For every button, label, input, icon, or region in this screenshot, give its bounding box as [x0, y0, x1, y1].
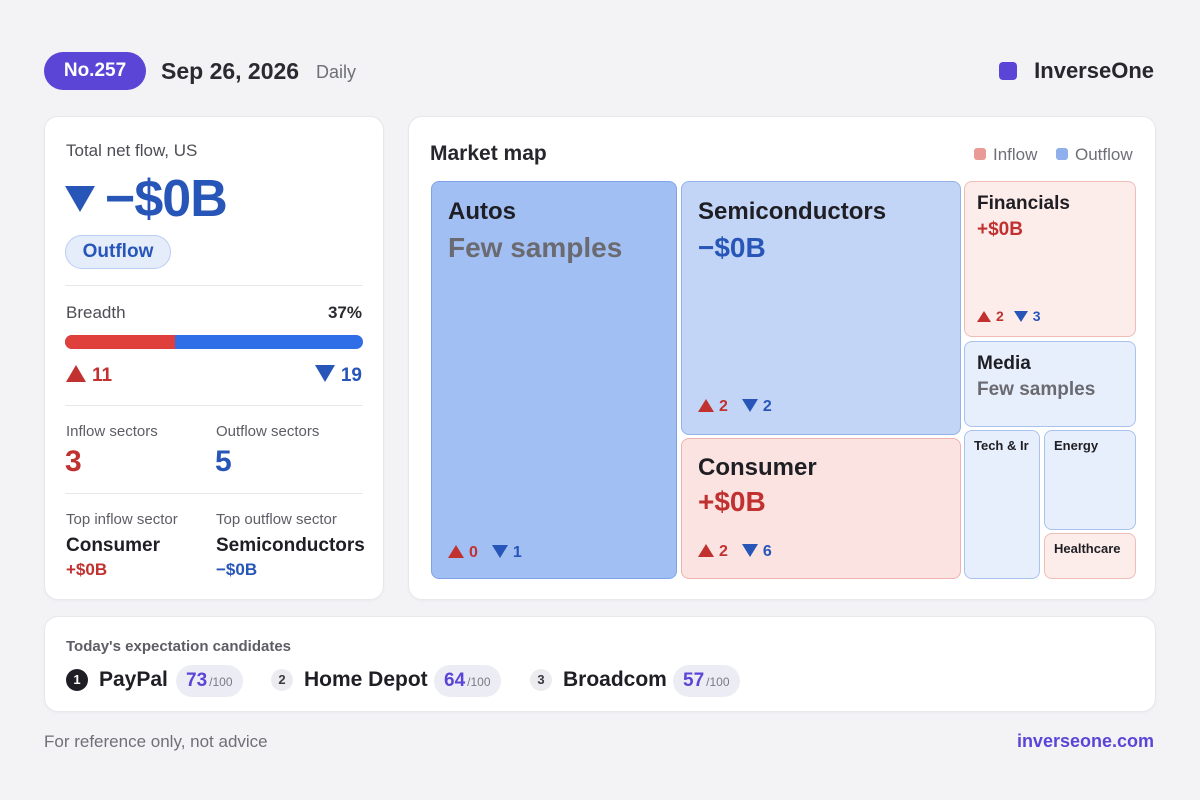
- top-inflow-sector: Consumer: [66, 535, 160, 556]
- candidate-score: 57/100: [673, 665, 740, 697]
- divider: [65, 493, 363, 494]
- candidate-item[interactable]: 3 Broadcom 57/100: [530, 665, 750, 697]
- tile-energy[interactable]: Energy: [1044, 430, 1136, 530]
- candidate-name: Broadcom: [563, 668, 667, 691]
- header: No.257 Sep 26, 2026 Daily InverseOne: [44, 52, 1154, 90]
- disclaimer: For reference only, not advice: [44, 732, 268, 751]
- tile-name: Autos: [448, 198, 516, 225]
- up-triangle-icon: [698, 544, 714, 557]
- tile-name: Tech & Ir: [974, 438, 1029, 453]
- tile-value: Few samples: [448, 232, 623, 263]
- inflow-sectors-count: 3: [65, 445, 82, 478]
- tile-name: Semiconductors: [698, 198, 887, 225]
- down-triangle-icon: [1013, 311, 1028, 322]
- up-triangle-icon: [448, 545, 464, 558]
- net-flow-label: Total net flow, US: [66, 141, 198, 160]
- legend-outflow: Outflow: [1056, 145, 1133, 165]
- up-triangle-icon: [698, 399, 714, 412]
- market-map-card: Market map Inflow Outflow Autos Few samp…: [408, 116, 1156, 600]
- tile-name: Media: [977, 353, 1031, 374]
- advancers-count: 11: [66, 365, 112, 387]
- legend-swatch-inflow: [974, 148, 986, 160]
- tile-tech[interactable]: Tech & Ir: [964, 430, 1040, 579]
- rank-badge: 2: [271, 669, 293, 691]
- top-outflow-value: −$0B: [216, 560, 258, 579]
- divider: [65, 285, 363, 286]
- direction-badge: Outflow: [65, 235, 171, 269]
- tile-name: Financials: [977, 193, 1070, 214]
- tile-name: Energy: [1054, 438, 1099, 453]
- divider: [65, 405, 363, 406]
- decliners-count: 19: [314, 365, 362, 387]
- candidate-score: 64/100: [434, 665, 501, 697]
- tile-healthcare[interactable]: Healthcare: [1044, 533, 1136, 579]
- down-triangle-icon: [314, 365, 335, 382]
- net-flow-value: −$0B: [65, 169, 228, 229]
- tile-name: Healthcare: [1054, 541, 1121, 556]
- rank-badge: 1: [66, 669, 88, 691]
- top-inflow-value: +$0B: [66, 560, 108, 579]
- report-date: Sep 26, 2026: [161, 58, 300, 84]
- top-outflow-sector: Semiconductors: [216, 535, 365, 556]
- down-triangle-icon: [741, 544, 758, 557]
- legend-inflow: Inflow: [974, 145, 1037, 165]
- legend-swatch-outflow: [1056, 148, 1068, 160]
- candidate-item[interactable]: 2 Home Depot 64/100: [271, 665, 511, 697]
- net-flow-summary-card: Total net flow, US −$0B Outflow Breadth …: [44, 116, 384, 600]
- tile-value: Few samples: [977, 379, 1096, 400]
- breadth-percent: 37%: [327, 303, 362, 322]
- brand-logo-icon: [999, 62, 1017, 80]
- inflow-sectors-label: Inflow sectors: [66, 423, 158, 440]
- candidate-name: Home Depot: [304, 668, 428, 691]
- site-link[interactable]: inverseone.com: [1016, 731, 1154, 751]
- breadth-bar-fill: [65, 335, 176, 349]
- down-triangle-icon: [491, 545, 508, 558]
- up-triangle-icon: [66, 365, 86, 382]
- breadth-label: Breadth: [66, 303, 126, 322]
- up-triangle-icon: [977, 311, 991, 322]
- candidate-score: 73/100: [176, 665, 243, 697]
- rank-badge: 3: [530, 669, 552, 691]
- down-triangle-icon: [65, 186, 95, 212]
- candidates-card: Today's expectation candidates 1 PayPal …: [44, 616, 1156, 712]
- report-frequency: Daily: [316, 62, 357, 82]
- breadth-bar: [65, 335, 363, 349]
- candidate-name: PayPal: [99, 668, 168, 691]
- top-inflow-label: Top inflow sector: [66, 511, 178, 528]
- tile-value: +$0B: [698, 486, 766, 517]
- candidate-item[interactable]: 1 PayPal 73/100: [66, 665, 246, 697]
- outflow-sectors-count: 5: [215, 445, 232, 478]
- candidates-title: Today's expectation candidates: [66, 638, 292, 655]
- outflow-sectors-label: Outflow sectors: [216, 423, 320, 440]
- down-triangle-icon: [741, 399, 758, 412]
- tile-value: −$0B: [698, 232, 766, 263]
- tile-value: +$0B: [977, 219, 1023, 240]
- brand-name: InverseOne: [1034, 58, 1154, 83]
- top-outflow-label: Top outflow sector: [216, 511, 337, 528]
- issue-badge: No.257: [44, 52, 146, 90]
- tile-name: Consumer: [698, 454, 817, 481]
- market-map-title: Market map: [430, 142, 547, 165]
- tile-media[interactable]: Media Few samples: [964, 341, 1136, 427]
